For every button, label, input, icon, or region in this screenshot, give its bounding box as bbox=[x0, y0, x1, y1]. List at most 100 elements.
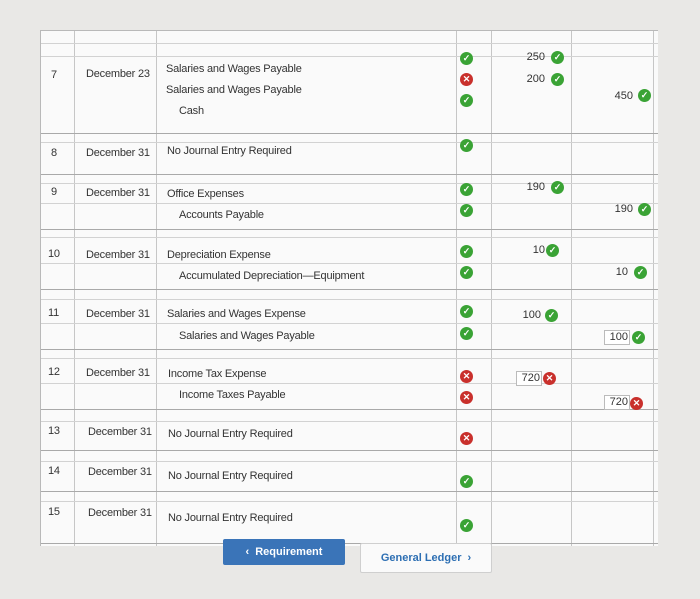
row-date[interactable]: December 31 bbox=[86, 308, 150, 320]
row-date[interactable]: December 31 bbox=[88, 507, 152, 519]
row-divider bbox=[41, 133, 658, 134]
account-name[interactable]: No Journal Entry Required bbox=[168, 512, 293, 524]
column-divider bbox=[74, 31, 75, 546]
debit-amount[interactable]: 720 bbox=[521, 372, 540, 384]
debit-amount[interactable]: 200 bbox=[526, 73, 545, 85]
check-icon: ✓ bbox=[546, 244, 559, 257]
chevron-right-icon: › bbox=[467, 552, 472, 564]
row-number: 11 bbox=[48, 307, 60, 319]
check-icon: ✓ bbox=[551, 181, 564, 194]
row-number: 14 bbox=[48, 465, 60, 477]
account-name[interactable]: No Journal Entry Required bbox=[167, 145, 292, 157]
credit-account[interactable]: Income Taxes Payable bbox=[179, 389, 286, 401]
credit-amount[interactable]: 720 bbox=[609, 396, 628, 408]
row-divider bbox=[41, 203, 658, 204]
credit-account[interactable]: Salaries and Wages Payable bbox=[179, 330, 315, 342]
row-date[interactable]: December 31 bbox=[86, 367, 150, 379]
debit-account[interactable]: Salaries and Wages Payable bbox=[166, 84, 302, 96]
credit-account[interactable]: Accounts Payable bbox=[179, 209, 264, 221]
debit-amount[interactable]: 250 bbox=[526, 51, 545, 63]
credit-amount[interactable]: 450 bbox=[614, 90, 633, 102]
x-icon: ✕ bbox=[460, 370, 473, 383]
column-divider bbox=[456, 31, 457, 546]
row-date[interactable]: December 31 bbox=[88, 466, 152, 478]
general-ledger-button-label: General Ledger bbox=[380, 552, 462, 564]
journal-table bbox=[40, 30, 658, 546]
credit-amount[interactable]: 10 bbox=[615, 266, 628, 278]
row-divider bbox=[41, 229, 658, 230]
row-divider bbox=[41, 501, 658, 502]
debit-account[interactable]: Salaries and Wages Expense bbox=[167, 308, 306, 320]
check-icon: ✓ bbox=[638, 203, 651, 216]
x-icon: ✕ bbox=[460, 73, 473, 86]
row-divider bbox=[41, 421, 658, 422]
debit-amount[interactable]: 100 bbox=[522, 309, 541, 321]
row-divider bbox=[41, 450, 658, 451]
row-divider bbox=[41, 56, 658, 57]
check-icon: ✓ bbox=[545, 309, 558, 322]
debit-amount[interactable]: 190 bbox=[526, 181, 545, 193]
row-date[interactable]: December 31 bbox=[86, 187, 150, 199]
credit-account[interactable]: Accumulated Depreciation—Equipment bbox=[179, 270, 365, 282]
row-divider bbox=[41, 323, 658, 324]
check-icon: ✓ bbox=[460, 519, 473, 532]
x-icon: ✕ bbox=[543, 372, 556, 385]
debit-amount[interactable]: 10 bbox=[532, 244, 545, 256]
row-number: 7 bbox=[51, 69, 57, 81]
row-number: 13 bbox=[48, 425, 60, 437]
row-divider bbox=[41, 289, 658, 290]
row-date[interactable]: December 31 bbox=[86, 147, 150, 159]
account-name[interactable]: No Journal Entry Required bbox=[168, 470, 293, 482]
column-divider bbox=[571, 31, 572, 546]
row-divider bbox=[41, 543, 658, 544]
check-icon: ✓ bbox=[638, 89, 651, 102]
column-divider bbox=[491, 31, 492, 546]
check-icon: ✓ bbox=[632, 331, 645, 344]
row-date[interactable]: December 31 bbox=[86, 249, 150, 261]
row-number: 8 bbox=[51, 147, 57, 159]
credit-account[interactable]: Cash bbox=[179, 105, 204, 117]
check-icon: ✓ bbox=[460, 305, 473, 318]
row-date[interactable]: December 23 bbox=[86, 68, 150, 80]
row-divider bbox=[41, 491, 658, 492]
x-icon: ✕ bbox=[460, 432, 473, 445]
check-icon: ✓ bbox=[460, 327, 473, 340]
debit-account[interactable]: Income Tax Expense bbox=[168, 368, 267, 380]
row-divider bbox=[41, 383, 658, 384]
chevron-left-icon: ‹ bbox=[245, 546, 250, 558]
x-icon: ✕ bbox=[630, 397, 643, 410]
check-icon: ✓ bbox=[460, 266, 473, 279]
check-icon: ✓ bbox=[460, 94, 473, 107]
row-divider bbox=[41, 174, 658, 175]
credit-amount[interactable]: 100 bbox=[609, 331, 628, 343]
credit-amount[interactable]: 190 bbox=[614, 203, 633, 215]
row-divider bbox=[41, 183, 658, 184]
row-divider bbox=[41, 299, 658, 300]
debit-account[interactable]: Salaries and Wages Payable bbox=[166, 63, 302, 75]
check-icon: ✓ bbox=[460, 139, 473, 152]
credit-amount-box[interactable] bbox=[604, 395, 630, 410]
row-divider bbox=[41, 43, 658, 44]
general-ledger-button[interactable]: General Ledger › bbox=[360, 543, 492, 573]
account-name[interactable]: No Journal Entry Required bbox=[168, 428, 293, 440]
debit-account[interactable]: Office Expenses bbox=[167, 188, 244, 200]
row-divider bbox=[41, 349, 658, 350]
check-icon: ✓ bbox=[460, 183, 473, 196]
check-icon: ✓ bbox=[460, 245, 473, 258]
row-divider bbox=[41, 263, 658, 264]
debit-account[interactable]: Depreciation Expense bbox=[167, 249, 271, 261]
requirement-button[interactable]: ‹ Requirement bbox=[223, 539, 345, 565]
check-icon: ✓ bbox=[460, 475, 473, 488]
check-icon: ✓ bbox=[460, 204, 473, 217]
column-divider bbox=[156, 31, 157, 546]
row-divider bbox=[41, 358, 658, 359]
x-icon: ✕ bbox=[460, 391, 473, 404]
requirement-button-label: Requirement bbox=[255, 546, 323, 558]
credit-amount-box[interactable] bbox=[604, 330, 630, 345]
row-date[interactable]: December 31 bbox=[88, 426, 152, 438]
check-icon: ✓ bbox=[460, 52, 473, 65]
debit-amount-box[interactable] bbox=[516, 371, 542, 386]
row-divider bbox=[41, 461, 658, 462]
row-number: 12 bbox=[48, 366, 60, 378]
check-icon: ✓ bbox=[551, 73, 564, 86]
